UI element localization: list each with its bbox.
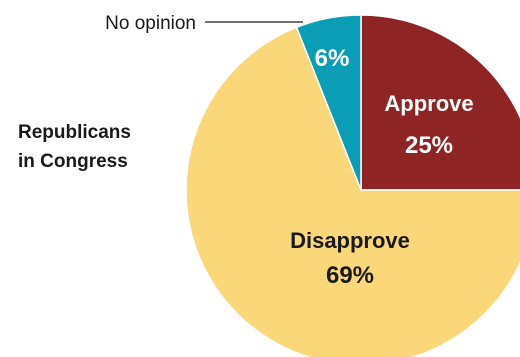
- slice-no-opinion: [295, 14, 362, 191]
- slice-label-disapprove: Disapprove: [290, 228, 410, 253]
- slice-disapprove: [185, 26, 520, 357]
- group-label-line1: Republicans: [18, 122, 131, 143]
- slice-label-no-opinion: No opinion: [105, 13, 196, 34]
- group-label: Republicans in Congress: [18, 118, 158, 176]
- group-label-line2: in Congress: [18, 151, 128, 172]
- slice-value-disapprove: 69%: [326, 262, 374, 289]
- slice-value-approve: 25%: [405, 132, 453, 159]
- slice-label-approve: Approve: [384, 91, 473, 116]
- slice-approve: [360, 14, 520, 191]
- slice-value-no-opinion: 6%: [315, 45, 350, 72]
